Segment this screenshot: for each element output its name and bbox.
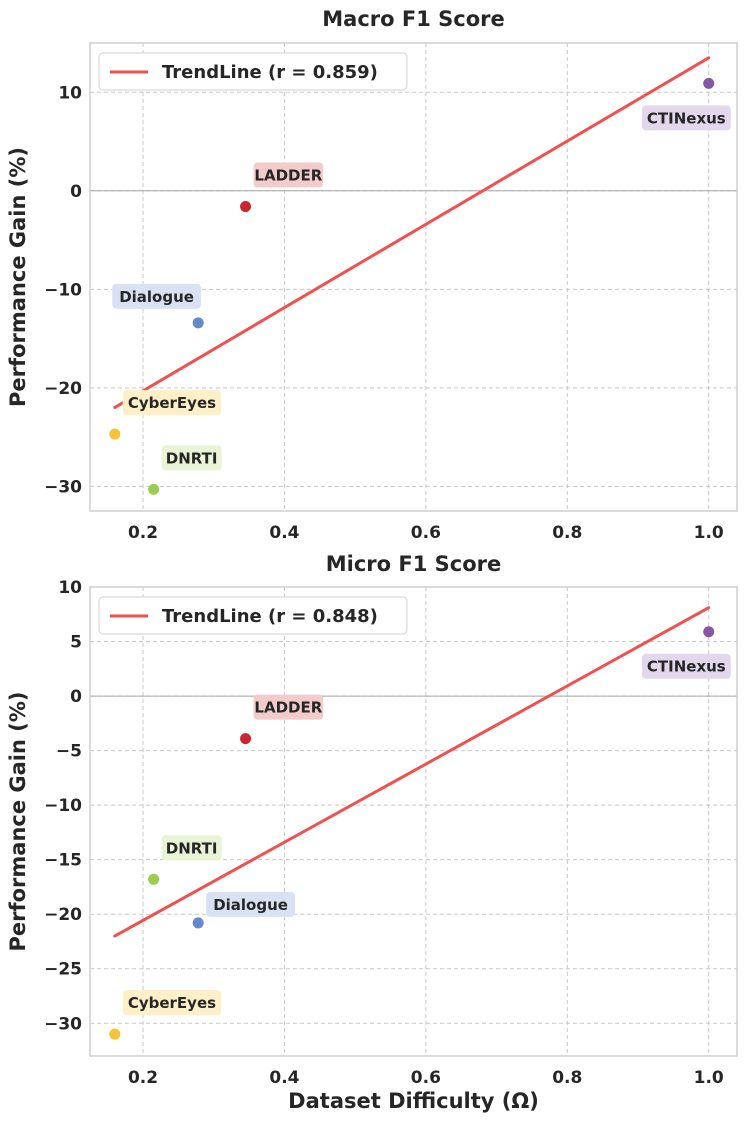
- y-tick-label: −30: [44, 477, 82, 497]
- y-tick-label: −20: [44, 905, 82, 925]
- y-tick-label: −10: [44, 796, 82, 816]
- y-tick-label: −15: [44, 851, 82, 871]
- point-dialogue: [192, 917, 204, 929]
- point-ctinexus: [703, 77, 715, 89]
- point-dnrti: [148, 873, 160, 885]
- y-tick-label: 5: [70, 633, 82, 653]
- point-label-ladder: LADDER: [254, 167, 322, 185]
- chart-title: Micro F1 Score: [326, 552, 502, 576]
- x-tick-label: 0.6: [411, 523, 441, 543]
- x-axis-label: Dataset Difficulty (Ω): [288, 1089, 539, 1113]
- point-cybereyes: [109, 1028, 121, 1040]
- legend-label: TrendLine (r = 0.848): [162, 606, 378, 627]
- chart-panel-1: Macro F1 Score 0.2 0.4 0.6 0.8 1.0 10 0 −10 −20 −3…: [6, 7, 738, 543]
- y-tick-label: 0: [70, 182, 82, 202]
- point-label-dialogue: Dialogue: [213, 896, 288, 914]
- point-label-box-cybereyes: [122, 990, 222, 1016]
- chart-title: Macro F1 Score: [322, 7, 504, 31]
- point-ladder: [240, 201, 252, 213]
- point-label-dnrti: DNRTI: [166, 839, 218, 857]
- x-tick-label: 0.4: [269, 523, 299, 543]
- y-axis-label: Performance Gain (%): [6, 147, 30, 407]
- point-label-dialogue: Dialogue: [119, 288, 194, 306]
- point-label-box-ctinexus: [641, 105, 731, 131]
- x-tick-label: 1.0: [694, 523, 724, 543]
- y-tick-label: −30: [44, 1014, 82, 1034]
- point-label-cybereyes: CyberEyes: [128, 394, 216, 412]
- point-ctinexus: [703, 626, 715, 638]
- y-tick-label: 0: [70, 687, 82, 707]
- point-label-box-dialogue: [112, 283, 201, 309]
- y-tick-label: −5: [56, 742, 82, 762]
- y-tick-label: 10: [58, 83, 82, 103]
- point-label-box-dnrti: [161, 835, 222, 861]
- point-cybereyes: [109, 428, 121, 440]
- y-axis-label: Performance Gain (%): [6, 691, 30, 951]
- point-label-ctinexus: CTINexus: [647, 109, 726, 127]
- point-label-box-ladder: [253, 162, 324, 188]
- legend: TrendLine (r = 0.848): [98, 596, 408, 635]
- point-label-ladder: LADDER: [254, 699, 322, 717]
- legend: TrendLine (r = 0.859): [98, 52, 408, 91]
- y-tick-label: 10: [58, 578, 82, 598]
- point-label-cybereyes: CyberEyes: [128, 994, 216, 1012]
- y-tick-label: −20: [44, 379, 82, 399]
- x-tick-label: 0.4: [269, 1068, 299, 1088]
- trendline: [113, 606, 711, 938]
- point-label-box-ctinexus: [641, 653, 731, 679]
- point-label-box-dialogue: [206, 891, 295, 917]
- legend-box: [98, 52, 408, 91]
- x-tick-label: 0.2: [128, 1068, 158, 1088]
- legend-label: TrendLine (r = 0.859): [162, 62, 378, 83]
- plot-frame: [89, 42, 738, 512]
- point-dnrti: [148, 483, 160, 495]
- point-label-box-dnrti: [161, 445, 222, 471]
- x-tick-label: 0.2: [128, 523, 158, 543]
- point-ladder: [240, 733, 252, 745]
- point-label-box-ladder: [253, 694, 324, 720]
- chart-panel-2: Micro F1 Score 0.2 0.4 0.6 0.8 1.0 10 5 0 −5 −10 −1…: [6, 552, 738, 1113]
- x-tick-label: 0.8: [552, 1068, 582, 1088]
- y-tick-label: −25: [44, 960, 82, 980]
- point-label-dnrti: DNRTI: [166, 449, 218, 467]
- legend-box: [98, 596, 408, 635]
- x-tick-label: 0.6: [411, 1068, 441, 1088]
- x-tick-label: 1.0: [694, 1068, 724, 1088]
- point-label-box-cybereyes: [122, 390, 222, 416]
- point-dialogue: [192, 317, 204, 329]
- point-label-ctinexus: CTINexus: [647, 658, 726, 676]
- x-tick-label: 0.8: [552, 523, 582, 543]
- y-tick-label: −10: [44, 280, 82, 300]
- trendline: [113, 56, 711, 410]
- plot-frame: [89, 586, 738, 1057]
